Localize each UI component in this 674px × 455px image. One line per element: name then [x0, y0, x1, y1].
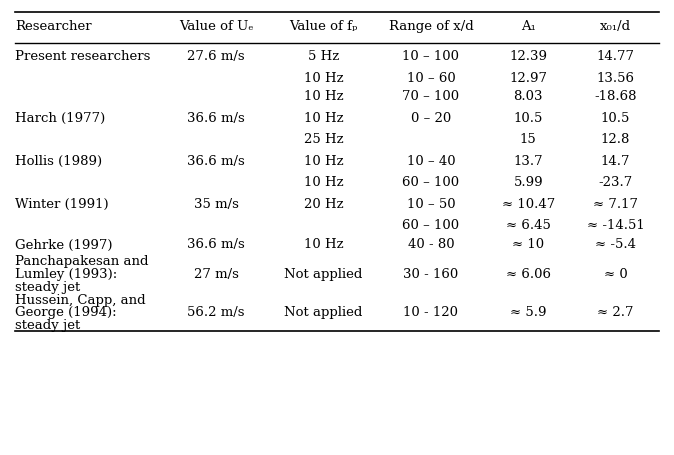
Text: 56.2 m/s: 56.2 m/s [187, 306, 245, 319]
Text: 13.7: 13.7 [514, 154, 543, 167]
Text: Panchapakesan and: Panchapakesan and [15, 254, 148, 268]
Text: 20 Hz: 20 Hz [304, 197, 343, 210]
Text: 10.5: 10.5 [601, 111, 630, 124]
Text: -23.7: -23.7 [599, 176, 633, 189]
Text: 5 Hz: 5 Hz [308, 51, 339, 63]
Text: 10 Hz: 10 Hz [304, 111, 343, 124]
Text: 10 – 100: 10 – 100 [402, 51, 460, 63]
Text: 10 Hz: 10 Hz [304, 90, 343, 103]
Text: 0 – 20: 0 – 20 [411, 111, 451, 124]
Text: 60 – 100: 60 – 100 [402, 176, 460, 189]
Text: Hussein, Capp, and: Hussein, Capp, and [15, 293, 146, 306]
Text: 70 – 100: 70 – 100 [402, 90, 460, 103]
Text: ≈ -5.4: ≈ -5.4 [595, 238, 636, 251]
Text: 27 m/s: 27 m/s [193, 268, 239, 280]
Text: 10 – 40: 10 – 40 [406, 154, 455, 167]
Text: ≈ 5.9: ≈ 5.9 [510, 306, 547, 319]
Text: 5.99: 5.99 [514, 176, 543, 189]
Text: Present researchers: Present researchers [15, 51, 150, 63]
Text: 13.56: 13.56 [596, 72, 634, 85]
Text: 10 - 120: 10 - 120 [404, 306, 458, 319]
Text: 10 Hz: 10 Hz [304, 72, 343, 85]
Text: 10 Hz: 10 Hz [304, 154, 343, 167]
Text: -18.68: -18.68 [594, 90, 637, 103]
Text: 10 Hz: 10 Hz [304, 238, 343, 251]
Text: x₀₁/d: x₀₁/d [600, 20, 631, 32]
Text: ≈ 6.45: ≈ 6.45 [506, 219, 551, 232]
Text: 10 Hz: 10 Hz [304, 176, 343, 189]
Text: 15: 15 [520, 133, 537, 146]
Text: 10 – 50: 10 – 50 [406, 197, 455, 210]
Text: ≈ 10.47: ≈ 10.47 [501, 197, 555, 210]
Text: 12.97: 12.97 [510, 72, 547, 85]
Text: 10 – 60: 10 – 60 [406, 72, 456, 85]
Text: ≈ 0: ≈ 0 [604, 268, 627, 280]
Text: 36.6 m/s: 36.6 m/s [187, 238, 245, 251]
Text: 36.6 m/s: 36.6 m/s [187, 154, 245, 167]
Text: ≈ 2.7: ≈ 2.7 [597, 306, 634, 319]
Text: 12.39: 12.39 [510, 51, 547, 63]
Text: George (1994):: George (1994): [15, 306, 117, 319]
Text: ≈ 6.06: ≈ 6.06 [506, 268, 551, 280]
Text: 36.6 m/s: 36.6 m/s [187, 111, 245, 124]
Text: 30 - 160: 30 - 160 [403, 268, 458, 280]
Text: 14.77: 14.77 [596, 51, 634, 63]
Text: Not applied: Not applied [284, 268, 363, 280]
Text: Harch (1977): Harch (1977) [15, 111, 105, 124]
Text: steady jet: steady jet [15, 280, 80, 293]
Text: ≈ 10: ≈ 10 [512, 238, 545, 251]
Text: Value of Uₑ: Value of Uₑ [179, 20, 253, 32]
Text: Researcher: Researcher [15, 20, 92, 32]
Text: 25 Hz: 25 Hz [304, 133, 343, 146]
Text: 40 - 80: 40 - 80 [408, 238, 454, 251]
Text: 35 m/s: 35 m/s [193, 197, 239, 210]
Text: Lumley (1993):: Lumley (1993): [15, 268, 117, 280]
Text: steady jet: steady jet [15, 318, 80, 332]
Text: A₁: A₁ [521, 20, 536, 32]
Text: 10.5: 10.5 [514, 111, 543, 124]
Text: Value of fₚ: Value of fₚ [289, 20, 358, 32]
Text: 8.03: 8.03 [514, 90, 543, 103]
Text: 12.8: 12.8 [601, 133, 630, 146]
Text: Range of x/d: Range of x/d [389, 20, 473, 32]
Text: ≈ -14.51: ≈ -14.51 [586, 219, 644, 232]
Text: 27.6 m/s: 27.6 m/s [187, 51, 245, 63]
Text: Hollis (1989): Hollis (1989) [15, 154, 102, 167]
Text: 14.7: 14.7 [601, 154, 630, 167]
Text: 60 – 100: 60 – 100 [402, 219, 460, 232]
Text: Winter (1991): Winter (1991) [15, 197, 109, 210]
Text: Not applied: Not applied [284, 306, 363, 319]
Text: Gehrke (1997): Gehrke (1997) [15, 238, 113, 251]
Text: ≈ 7.17: ≈ 7.17 [593, 197, 638, 210]
